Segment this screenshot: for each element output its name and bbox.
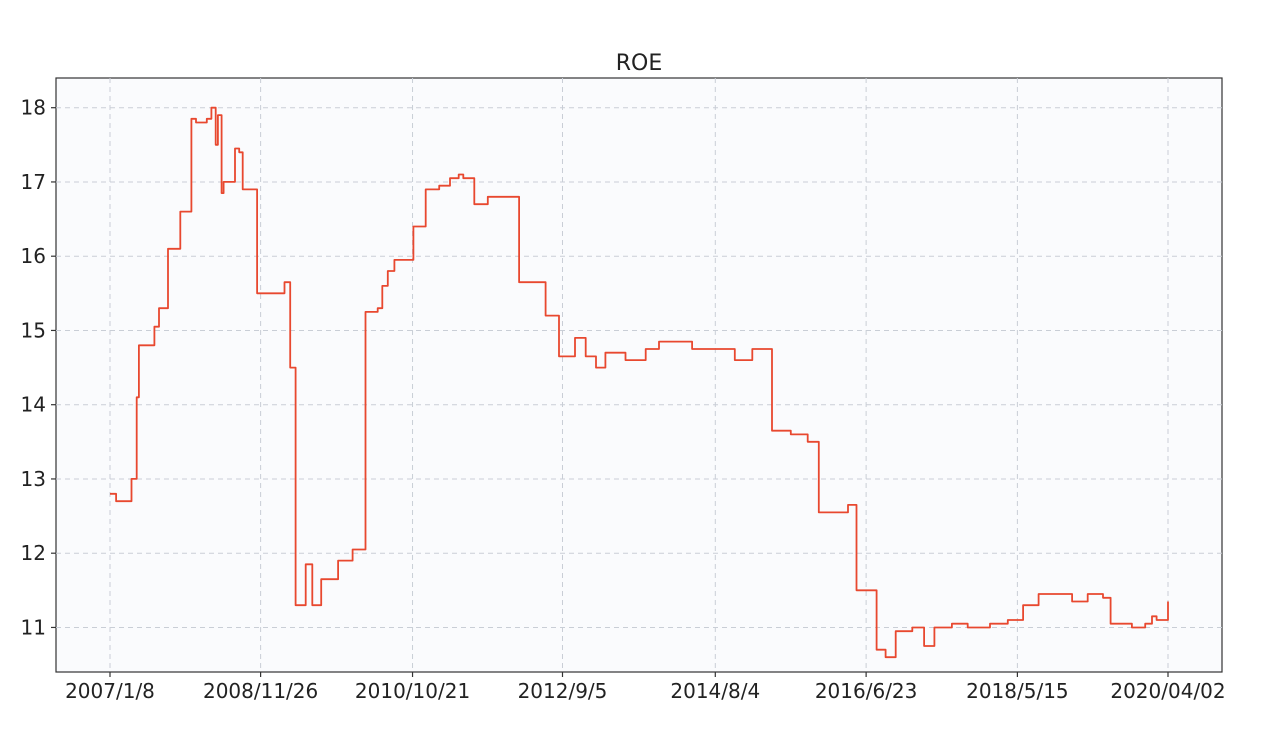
- x-tick-label: 2020/04/02: [1110, 679, 1225, 703]
- grid-layer: [56, 78, 1222, 672]
- axis-layer: 11 12 13 14 15 16 17 18 2007/1/8 2008/11/26 2010/1…: [21, 96, 1226, 703]
- y-tick-label: 17: [21, 170, 46, 194]
- series-layer: [110, 106, 1169, 659]
- chart-title: ROE: [616, 51, 663, 76]
- x-tick-label: 2018/5/15: [966, 679, 1069, 703]
- plot-area: [55, 77, 1223, 673]
- x-tick-label: 2010/10/21: [355, 679, 470, 703]
- y-tick-label: 13: [21, 467, 46, 491]
- y-tick-label: 15: [21, 318, 46, 342]
- y-tick-label: 18: [21, 96, 46, 120]
- x-tick-label: 2008/11/26: [203, 679, 318, 703]
- x-tick-label: 2016/6/23: [815, 679, 918, 703]
- x-tick-label: 2007/1/8: [65, 679, 155, 703]
- x-tick-label: 2014/8/4: [670, 679, 760, 703]
- y-tick-label: 14: [21, 393, 46, 417]
- y-tick-label: 12: [21, 541, 46, 565]
- y-tick-label: 16: [21, 244, 46, 268]
- roe-series-line: [110, 106, 1169, 659]
- x-tick-label: 2012/9/5: [518, 679, 608, 703]
- y-tick-label: 11: [21, 615, 46, 639]
